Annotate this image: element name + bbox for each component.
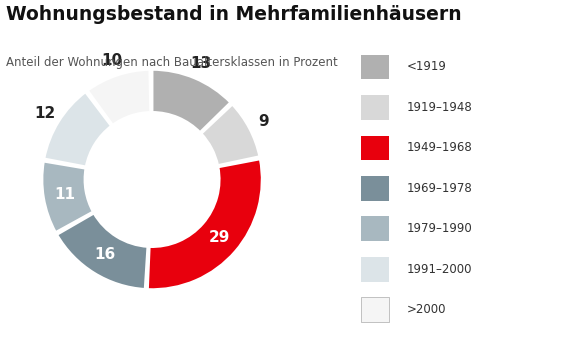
Text: 10: 10	[101, 53, 123, 68]
Bar	[361, 95, 389, 120]
Text: 1969–1978: 1969–1978	[407, 182, 473, 195]
Text: 16: 16	[95, 247, 116, 262]
Text: 1991–2000: 1991–2000	[407, 263, 472, 276]
Wedge shape	[201, 104, 260, 165]
Bar	[361, 135, 389, 160]
Text: Anteil der Wohnungen nach Baualtersklassen in Prozent: Anteil der Wohnungen nach Baualtersklass…	[6, 56, 338, 69]
Wedge shape	[44, 92, 112, 167]
Text: 13: 13	[190, 56, 211, 71]
Bar	[361, 297, 389, 322]
Text: 29: 29	[208, 230, 230, 245]
Text: 1979–1990: 1979–1990	[407, 222, 473, 235]
Wedge shape	[42, 161, 93, 233]
Bar	[361, 216, 389, 241]
Bar	[361, 176, 389, 201]
Bar	[361, 55, 389, 79]
Text: 12: 12	[35, 106, 56, 121]
Wedge shape	[152, 69, 230, 132]
Text: 9: 9	[258, 114, 269, 129]
Text: >2000: >2000	[407, 303, 446, 316]
Text: 1949–1968: 1949–1968	[407, 141, 473, 154]
Text: Wohnungsbestand in Mehrfamilienhäusern: Wohnungsbestand in Mehrfamilienhäusern	[6, 5, 462, 24]
Text: <1919: <1919	[407, 60, 446, 74]
Text: 1919–1948: 1919–1948	[407, 101, 473, 114]
Wedge shape	[87, 69, 151, 125]
Wedge shape	[147, 159, 262, 290]
Bar	[361, 257, 389, 281]
Wedge shape	[56, 213, 148, 289]
Text: 11: 11	[54, 187, 75, 202]
